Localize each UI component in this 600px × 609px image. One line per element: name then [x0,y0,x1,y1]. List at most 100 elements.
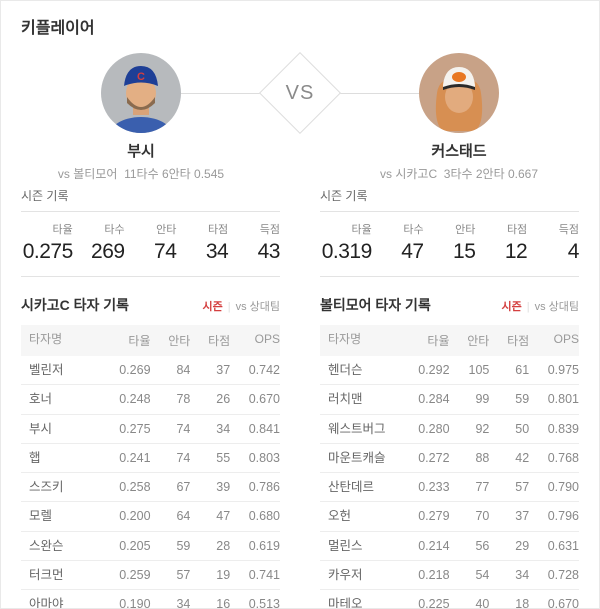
stat-label: 득점 [558,224,579,236]
table-row: 헨더슨 0.292 105 61 0.975 [320,356,579,386]
batter-tables-section: 시카고C 타자 기록 시즌 | vs 상대팀 타자명 타율 안타 타점 OPS 벨린… [1,295,599,609]
table-row: 스완슨 0.205 59 28 0.619 [21,532,280,561]
batter-table-left: 시카고C 타자 기록 시즌 | vs 상대팀 타자명 타율 안타 타점 OPS 벨린… [1,295,300,609]
season-stat: 타율 0.275 [21,221,74,264]
column-header-rbi: 타점 [208,334,231,348]
table-row: 벨린저 0.269 84 37 0.742 [21,356,280,386]
stat-value: 0.319 [321,240,373,263]
column-header-hits: 안타 [467,334,490,348]
column-header-avg: 타율 [128,334,151,348]
cell-ops: 0.841 [248,421,280,436]
cell-batter-name: 모렐 [29,509,53,524]
table-row: 산탄데르 0.233 77 57 0.790 [320,473,579,503]
cell-hits: 74 [176,421,191,436]
stat-label: 타점 [207,224,229,236]
cell-rbi: 55 [216,450,231,465]
tab-season[interactable]: 시즌 [501,301,522,313]
table-body: 헨더슨 0.292 105 61 0.975 러치맨 0.284 99 59 0… [320,356,579,609]
cell-rbi: 50 [515,421,530,436]
player-card-left: C 부시 vs 볼티모어 11타수 6안타 0.545 [21,53,261,182]
cell-hits: 40 [475,597,490,609]
column-header-batter: 타자명 [29,332,63,346]
cell-avg: 0.214 [418,538,450,553]
season-record-left: 시즌 기록 타율 0.275 타수 269 안타 74 [1,187,300,277]
cell-hits: 77 [475,480,490,495]
column-header-ops: OPS [254,332,280,346]
cell-avg: 0.284 [418,392,450,407]
stat-label: 타율 [52,224,73,236]
season-stat: 타율 0.319 [320,221,373,264]
column-header-avg: 타율 [427,334,450,348]
player-card-right: 커스태드 vs 시카고C 3타수 2안타 0.667 [339,53,579,182]
season-stat: 타점 12 [475,221,528,264]
table-row: 터크먼 0.259 57 19 0.741 [21,561,280,590]
cell-ops: 0.619 [248,538,280,553]
cell-avg: 0.205 [119,538,151,553]
cell-hits: 99 [475,392,490,407]
cell-ops: 0.742 [248,363,280,378]
cell-avg: 0.190 [119,597,151,609]
player-name-right: 커스태드 [431,143,487,160]
cell-batter-name: 헨더슨 [328,363,363,377]
season-stat: 안타 74 [125,221,177,264]
cell-rbi: 42 [515,450,530,465]
cell-batter-name: 벨린저 [29,363,64,377]
table-row: 모렐 0.200 64 47 0.680 [21,502,280,532]
stat-label: 안타 [156,224,177,236]
tab-season[interactable]: 시즌 [202,301,223,313]
table-row: 러치맨 0.284 99 59 0.801 [320,385,579,415]
cell-rbi: 57 [515,480,530,495]
cell-ops: 0.670 [248,392,280,407]
table-header-row: 타자명 타율 안타 타점 OPS [21,325,280,356]
table-row: 아마야 0.190 34 16 0.513 [21,590,280,609]
vs-label: VS [285,81,315,104]
cell-hits: 74 [176,450,191,465]
player-photo-right [419,53,499,133]
season-stats: 타율 0.319 타수 47 안타 15 타점 [320,212,579,277]
season-record-title: 시즌 기록 [320,187,579,212]
cell-rbi: 34 [216,421,231,436]
tab-separator: | [526,301,530,313]
table-row: 호너 0.248 78 26 0.670 [21,385,280,415]
cell-avg: 0.218 [418,567,450,582]
season-record-right: 시즌 기록 타율 0.319 타수 47 안타 15 [300,187,599,277]
season-stats: 타율 0.275 타수 269 안타 74 타점 [21,212,280,277]
tab-vs-opponent[interactable]: vs 상대팀 [534,301,579,313]
table-body: 벨린저 0.269 84 37 0.742 호너 0.248 78 26 0.6… [21,356,280,609]
orioles-player-avatar [419,53,499,133]
cell-ops: 0.631 [547,538,579,553]
player-name-left: 부시 [127,143,155,160]
cell-hits: 105 [468,363,490,378]
tab-vs-opponent[interactable]: vs 상대팀 [235,301,280,313]
table-row: 부시 0.275 74 34 0.841 [21,415,280,444]
cell-ops: 0.803 [248,450,280,465]
cell-batter-name: 산탄데르 [328,480,375,494]
cell-rbi: 61 [515,363,530,378]
cell-ops: 0.741 [248,567,280,582]
cell-batter-name: 호너 [29,392,53,407]
cell-batter-name: 아마야 [29,597,64,609]
cell-batter-name: 마운트캐슬 [328,450,386,465]
cell-rbi: 19 [216,567,231,582]
cell-rbi: 18 [515,597,530,609]
cell-rbi: 26 [216,392,231,407]
cell-avg: 0.241 [119,450,151,465]
cell-batter-name: 러치맨 [328,392,363,407]
table-row: 멀린스 0.214 56 29 0.631 [320,532,579,561]
cell-avg: 0.272 [418,450,450,465]
stat-value: 12 [504,240,528,263]
cell-ops: 0.839 [547,421,579,436]
cell-avg: 0.248 [119,392,151,407]
cell-ops: 0.670 [547,597,579,609]
cell-rbi: 59 [515,392,530,407]
cell-batter-name: 스완슨 [29,538,64,553]
column-header-hits: 안타 [168,334,191,348]
cell-ops: 0.786 [248,480,280,495]
column-header-ops: OPS [553,332,579,346]
cell-hits: 70 [475,509,490,524]
stat-value: 0.275 [22,240,74,263]
cell-batter-name: 오헌 [328,509,352,524]
table-tabs: 시즌 | vs 상대팀 [501,298,579,314]
cell-ops: 0.801 [547,392,579,407]
